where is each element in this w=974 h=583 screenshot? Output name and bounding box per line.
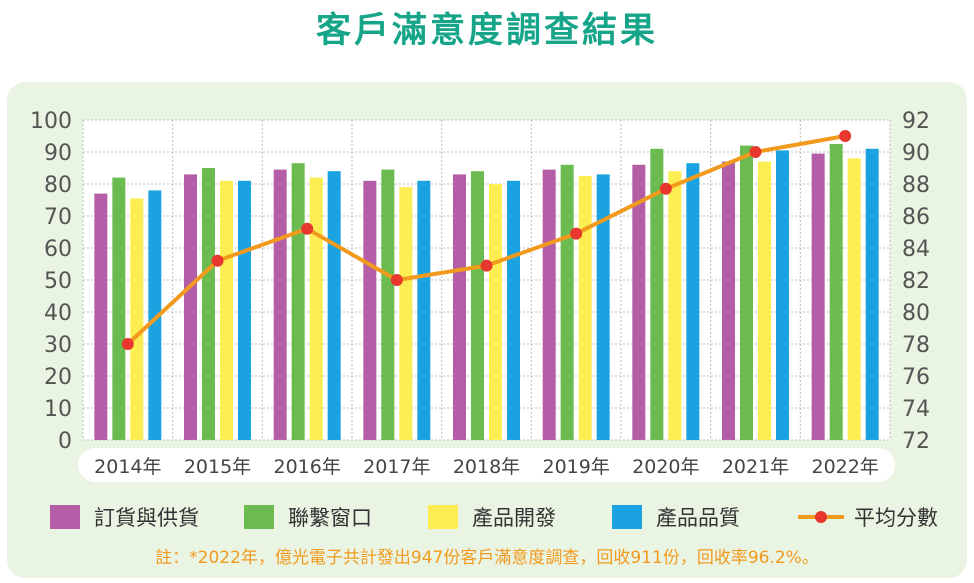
x-tick-label: 2018年 xyxy=(453,456,520,478)
bar xyxy=(399,187,413,440)
bar xyxy=(381,169,395,440)
legend-label-series-1: 聯繫窗口 xyxy=(288,506,372,530)
legend-swatch-series-3 xyxy=(612,505,642,529)
x-tick-label: 2014年 xyxy=(94,456,161,478)
x-tick-label: 2019年 xyxy=(542,456,609,478)
bar xyxy=(489,184,502,440)
legend-swatch-series-2 xyxy=(428,505,458,529)
x-tick-label: 2016年 xyxy=(273,456,340,478)
bar xyxy=(112,177,126,440)
y2-tick-label: 80 xyxy=(902,301,930,326)
y-tick-label: 10 xyxy=(44,397,72,422)
bar xyxy=(471,171,484,440)
bar xyxy=(668,171,682,440)
x-tick-label: 2017年 xyxy=(363,456,430,478)
bar xyxy=(829,144,843,440)
legend-label-series-3: 產品品質 xyxy=(656,506,740,530)
y2-tick-label: 92 xyxy=(902,109,930,134)
bar xyxy=(309,177,323,440)
bar xyxy=(453,174,466,440)
y-tick-label: 70 xyxy=(44,205,72,230)
bar xyxy=(865,148,879,441)
bar xyxy=(596,174,610,440)
bar xyxy=(94,193,108,440)
bar xyxy=(273,169,287,440)
y-tick-label: 100 xyxy=(30,109,72,134)
legend-label-series-2: 產品開發 xyxy=(472,506,556,530)
average-point xyxy=(390,274,403,286)
footnote: 註：*2022年，億光電子共計發出947份客戶滿意度調查，回收911份，回收率9… xyxy=(155,548,819,568)
y2-tick-label: 88 xyxy=(902,173,930,198)
average-point xyxy=(301,222,314,235)
bar xyxy=(148,190,162,440)
legend-line-marker xyxy=(798,505,844,529)
y-tick-label: 30 xyxy=(44,333,72,358)
y2-tick-label: 72 xyxy=(902,429,930,454)
x-tick-label: 2022年 xyxy=(811,456,878,478)
bar xyxy=(776,150,789,440)
average-point xyxy=(570,227,583,240)
x-axis-band xyxy=(78,448,895,482)
bar xyxy=(507,180,520,441)
bar xyxy=(417,180,431,441)
bar xyxy=(722,161,735,440)
legend-swatch-series-0 xyxy=(50,505,80,529)
bar xyxy=(130,198,144,440)
bar xyxy=(184,174,197,440)
bar xyxy=(542,169,556,440)
y2-tick-label: 84 xyxy=(902,237,930,262)
x-tick-label: 2021年 xyxy=(722,456,789,478)
average-point xyxy=(211,254,224,267)
average-point xyxy=(480,259,493,272)
legend-item-series-3: 產品品質 xyxy=(612,502,740,532)
y2-tick-label: 82 xyxy=(902,269,930,294)
bar xyxy=(811,153,825,440)
x-tick-label: 2015年 xyxy=(184,456,251,478)
y-tick-label: 80 xyxy=(44,173,72,198)
bar xyxy=(740,145,753,440)
bar xyxy=(327,171,341,440)
bar xyxy=(363,180,377,441)
legend-item-series-2: 產品開發 xyxy=(428,502,556,532)
y-tick-label: 0 xyxy=(58,429,72,454)
y2-tick-label: 78 xyxy=(902,333,930,358)
average-point xyxy=(839,130,852,142)
legend-label-series-0: 訂貨與供貨 xyxy=(94,506,199,530)
y-tick-label: 60 xyxy=(44,237,72,262)
bar xyxy=(238,180,251,441)
bar xyxy=(847,158,861,440)
y2-tick-label: 86 xyxy=(902,205,930,230)
bar xyxy=(578,176,592,440)
y-tick-label: 50 xyxy=(44,269,72,294)
y-tick-label: 40 xyxy=(44,301,72,326)
bar xyxy=(202,168,215,440)
legend-item-average: 平均分數 xyxy=(798,502,938,532)
legend-label-average: 平均分數 xyxy=(854,506,938,530)
bar xyxy=(632,164,646,441)
average-point xyxy=(749,146,762,158)
bar xyxy=(291,163,305,440)
y2-tick-label: 74 xyxy=(902,397,930,422)
average-point xyxy=(659,182,672,195)
x-tick-label: 2020年 xyxy=(632,456,699,478)
legend-item-series-1: 聯繫窗口 xyxy=(244,502,372,532)
y2-tick-label: 76 xyxy=(902,365,930,390)
legend-swatch-series-1 xyxy=(244,505,274,529)
legend-item-series-0: 訂貨與供貨 xyxy=(50,502,199,532)
chart-title: 客戶滿意度調查結果 xyxy=(315,11,658,51)
y-tick-label: 90 xyxy=(44,141,72,166)
bar xyxy=(758,161,771,440)
y-tick-label: 20 xyxy=(44,365,72,390)
bar xyxy=(560,164,574,441)
y2-tick-label: 90 xyxy=(902,141,930,166)
legend: 訂貨與供貨 聯繫窗口 產品開發 產品品質 平均分數 xyxy=(0,502,974,532)
bar xyxy=(650,148,664,441)
average-point xyxy=(121,338,134,350)
bar xyxy=(686,163,700,440)
bar xyxy=(220,180,233,441)
